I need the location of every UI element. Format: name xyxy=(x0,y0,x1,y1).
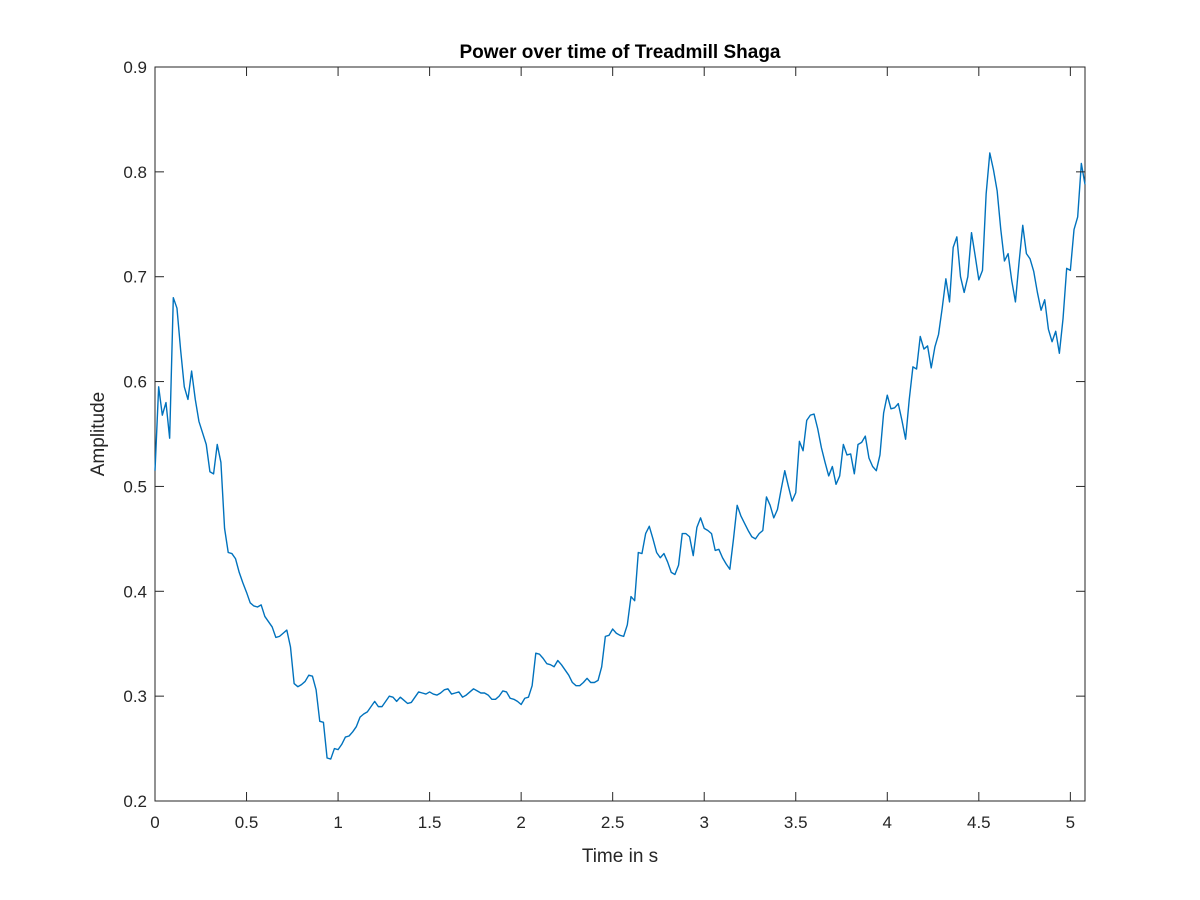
y-tick-label: 0.3 xyxy=(123,687,147,706)
x-tick-label: 1 xyxy=(333,813,342,832)
axes-box xyxy=(154,66,1086,802)
x-tick-label: 1.5 xyxy=(418,813,442,832)
series-line-0 xyxy=(154,152,1086,760)
y-axis-title: Amplitude xyxy=(88,392,109,477)
x-tick-label: 4.5 xyxy=(967,813,991,832)
x-tick-label: 2 xyxy=(516,813,525,832)
x-tick-label: 0.5 xyxy=(235,813,259,832)
y-tick-label: 0.6 xyxy=(123,373,147,392)
y-tick-label: 0.8 xyxy=(123,163,147,182)
y-tick-label: 0.9 xyxy=(123,58,147,77)
plot-area xyxy=(154,66,1086,802)
x-tick-label: 3 xyxy=(699,813,708,832)
x-axis-title: Time in s xyxy=(582,846,658,867)
axis-ticks: 0 0.5 1 1.5 2 2.5 3 3.5 4 4.5 5 0.2 0.3 0.4 0.5 0.6 0.7 0… xyxy=(123,58,1085,832)
x-tick-label: 2.5 xyxy=(601,813,625,832)
x-tick-label: 0 xyxy=(150,813,159,832)
chart-title: Power over time of Treadmill Shaga xyxy=(460,42,781,63)
y-tick-label: 0.2 xyxy=(123,792,147,811)
x-tick-label: 5 xyxy=(1066,813,1075,832)
y-tick-label: 0.4 xyxy=(123,582,147,601)
y-tick-label: 0.7 xyxy=(123,268,147,287)
y-tick-label: 0.5 xyxy=(123,477,147,496)
x-tick-label: 4 xyxy=(883,813,892,832)
x-tick-label: 3.5 xyxy=(784,813,808,832)
